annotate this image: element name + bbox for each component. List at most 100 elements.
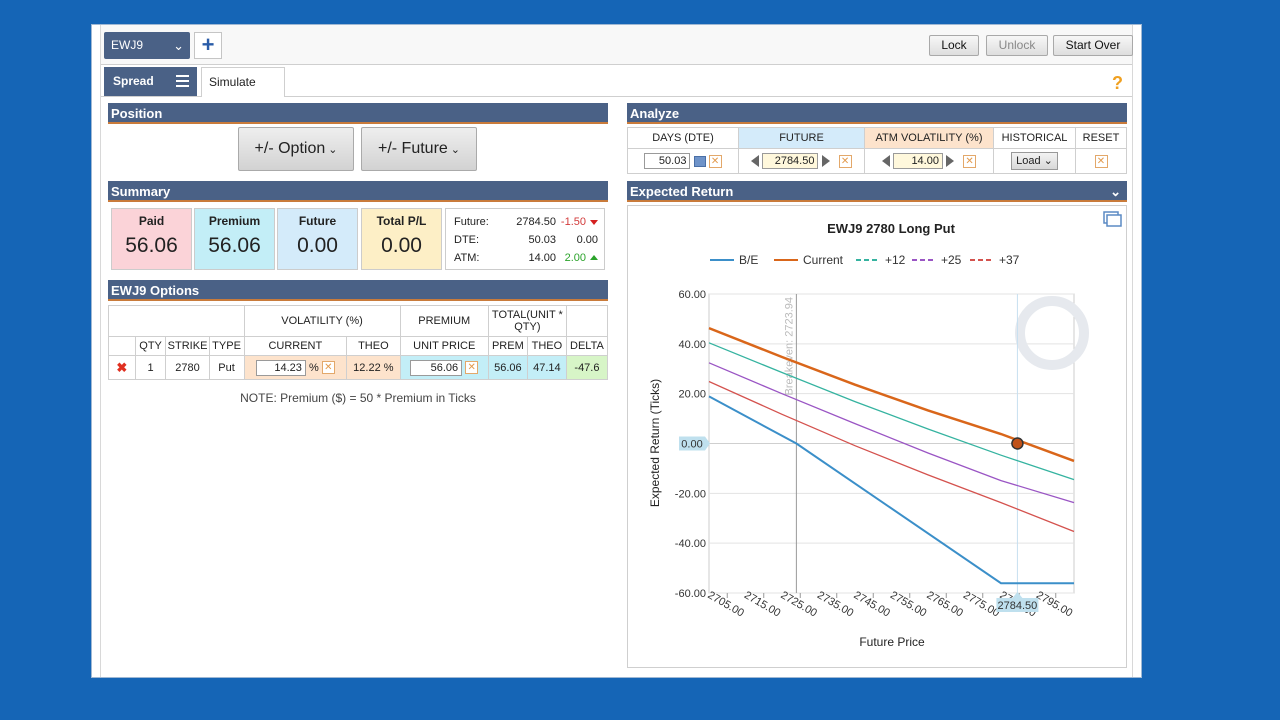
empty-header [108, 305, 245, 337]
y-tick-label: 60.00 [678, 289, 706, 301]
increase-atm-icon[interactable] [946, 155, 955, 167]
hamburger-menu-icon[interactable] [176, 75, 189, 87]
clear-future-icon[interactable]: ✕ [838, 154, 852, 168]
analyze-table: DAYS (DTE) FUTURE ATM VOLATILITY (%) HIS… [627, 127, 1127, 174]
collapse-icon[interactable]: ⌄ [1110, 184, 1121, 199]
future-value: 0.00 [297, 234, 338, 257]
col-future: FUTURE [738, 127, 865, 149]
paid-label: Paid [138, 214, 165, 228]
col-delta: DELTA [565, 336, 609, 356]
reset-icon[interactable]: ✕ [1094, 154, 1108, 168]
table-row: ✖ 1 2780 Put 14.23 % ✕ 12.22 % 56.06 ✕ 5… [108, 355, 609, 380]
future-input[interactable]: 2784.50 [762, 153, 819, 169]
atm-vol-input[interactable]: 14.00 [892, 153, 943, 169]
expected-return-title: Expected Return [630, 184, 734, 199]
lock-button[interactable]: Lock [929, 35, 979, 56]
legend-item: B/E [739, 253, 758, 267]
add-tab-button[interactable]: + [194, 32, 222, 59]
tab-spread[interactable]: Spread [104, 67, 197, 96]
help-icon[interactable]: ? [1112, 73, 1123, 93]
down-arrow-icon [590, 220, 598, 225]
detail-dte-value: 50.03 [528, 234, 556, 246]
series-line-12 [708, 342, 1075, 481]
future-cell: 2784.50 ✕ [738, 148, 865, 174]
x-tick-label: 2715.00 [742, 589, 782, 619]
prem-cell: 56.06 [487, 355, 528, 380]
total-pl-label: Total P/L [376, 214, 427, 228]
x-tick-label: 2795.00 [1034, 589, 1074, 619]
price-label-pointer [1012, 592, 1023, 598]
current-price-label: 2784.50 [998, 600, 1038, 612]
col-prem: PREM [487, 336, 528, 356]
symbol-dropdown[interactable]: EWJ9 ⌄ [104, 32, 190, 59]
x-tick-label: 2705.00 [706, 589, 746, 619]
detail-atm-key: ATM: [454, 252, 480, 264]
expected-return-chart: EWJ9 2780 Long Put B/E Current +12 +25 +37 60.… [648, 211, 1122, 649]
legend-item: Current [803, 253, 844, 267]
unit-price-input[interactable]: 56.06 [410, 359, 463, 376]
options-table: VOLATILITY (%) PREMIUM TOTAL(UNIT * QTY)… [108, 305, 609, 380]
x-tick-label: 2765.00 [925, 589, 965, 619]
strike-cell: 2780 [165, 355, 210, 380]
total-group-header: TOTAL(UNIT * QTY) [487, 305, 567, 337]
detail-dte-key: DTE: [454, 234, 480, 246]
current-point-marker [1011, 437, 1024, 450]
legend-item: +12 [885, 253, 906, 267]
col-days: DAYS (DTE) [627, 127, 739, 149]
symbol-label: EWJ9 [111, 38, 144, 52]
up-arrow-icon [590, 255, 598, 260]
options-header: EWJ9 Options [108, 280, 608, 301]
x-tick-label: 2775.00 [961, 589, 1001, 619]
tab-spread-label: Spread [113, 74, 154, 88]
clear-vol-icon[interactable]: ✕ [321, 361, 335, 374]
chevron-down-icon: ⌄ [173, 38, 184, 53]
col-total-theo: THEO [526, 336, 567, 356]
unlock-button[interactable]: Unlock [986, 35, 1048, 56]
paid-box: Paid 56.06 [111, 208, 192, 270]
options-column-header-row: QTY STRIKE TYPE CURRENT THEO UNIT PRICE … [108, 336, 609, 356]
chart-title: EWJ9 2780 Long Put [827, 221, 956, 236]
load-label: Load [1016, 155, 1041, 167]
future-label: Future [298, 214, 337, 228]
days-input[interactable]: 50.03 [644, 153, 691, 169]
y-tick-label: -60.00 [675, 588, 706, 600]
theo-vol-cell: 12.22 % [346, 355, 401, 380]
remove-row-button[interactable]: ✖ [108, 355, 136, 380]
current-vol-input[interactable]: 14.23 [255, 359, 306, 376]
type-cell: Put [208, 355, 245, 380]
analyze-input-row: 50.03 ✕ 2784.50 ✕ 14.00 ✕ Load [627, 148, 1127, 174]
add-future-button[interactable]: +/- Future ⌄ [361, 127, 477, 171]
clear-price-icon[interactable]: ✕ [465, 361, 479, 374]
remove-col-header [108, 336, 136, 356]
x-axis-title: Future Price [859, 635, 925, 649]
future-box: Future 0.00 [277, 208, 358, 270]
detail-dte-row: DTE: 50.03 0.00 [454, 231, 598, 249]
analyze-header-row: DAYS (DTE) FUTURE ATM VOLATILITY (%) HIS… [627, 127, 1127, 149]
summary-header: Summary [108, 181, 608, 202]
y-axis-title: Expected Return (Ticks) [648, 379, 662, 507]
load-dropdown[interactable]: Load ⌄ [1011, 152, 1058, 170]
clear-atm-icon[interactable]: ✕ [963, 154, 977, 168]
detail-atm-row: ATM: 14.00 2.00 [454, 249, 598, 267]
expected-return-header: Expected Return ⌄ [627, 181, 1127, 202]
series-line-37 [708, 380, 1075, 533]
expand-icon-back [1106, 214, 1122, 227]
calendar-icon[interactable] [693, 155, 706, 167]
start-over-button[interactable]: Start Over [1053, 35, 1133, 56]
premium-value: 56.06 [208, 234, 261, 257]
zero-label: 0.00 [681, 439, 702, 451]
x-tick-label: 2735.00 [815, 589, 855, 619]
add-option-button[interactable]: +/- Option ⌄ [238, 127, 354, 171]
clear-days-icon[interactable]: ✕ [708, 154, 722, 168]
percent-label: % [308, 361, 319, 374]
delete-icon[interactable]: ✖ [116, 359, 128, 375]
atm-vol-cell: 14.00 ✕ [864, 148, 994, 174]
col-atm-vol: ATM VOLATILITY (%) [864, 127, 994, 149]
y-tick-label: 20.00 [678, 389, 706, 401]
tab-simulate[interactable]: Simulate [201, 67, 285, 97]
col-current: CURRENT [243, 336, 348, 356]
series-line-be [708, 395, 1074, 585]
decrease-future-icon[interactable] [751, 155, 760, 167]
decrease-atm-icon[interactable] [881, 155, 890, 167]
increase-future-icon[interactable] [821, 155, 830, 167]
